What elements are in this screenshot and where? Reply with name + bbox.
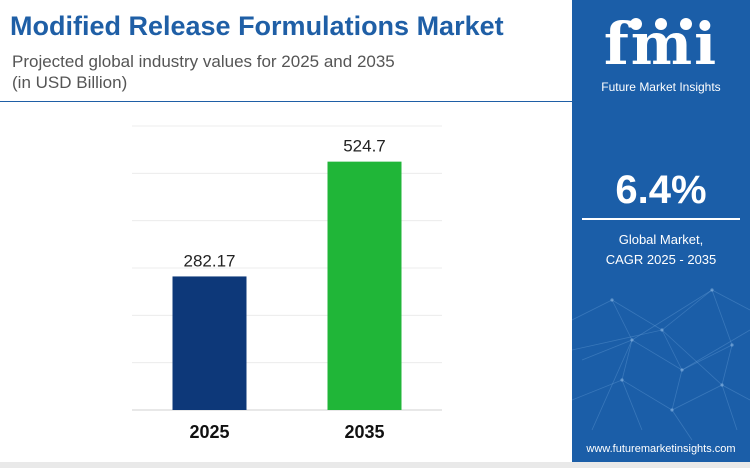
bottom-strip bbox=[0, 462, 750, 468]
cagr-value: 6.4% bbox=[615, 168, 707, 212]
logo-icons bbox=[630, 18, 692, 30]
x-tick-label-2025: 2025 bbox=[189, 422, 229, 442]
x-tick-label-2035: 2035 bbox=[344, 422, 384, 442]
website-link[interactable]: www.futuremarketinsights.com bbox=[586, 443, 736, 455]
bar-2025 bbox=[172, 276, 247, 410]
data-label-2025: 282.17 bbox=[184, 251, 236, 270]
chart-subtitle: Projected global industry values for 202… bbox=[12, 52, 395, 92]
brand-panel: fmi Future Market Insights 6.4% Global M… bbox=[572, 0, 750, 468]
network-pattern bbox=[572, 288, 750, 441]
cagr-divider bbox=[582, 218, 740, 220]
chart-title: Modified Release Formulations Market bbox=[10, 11, 504, 41]
cagr-label: Global Market, CAGR 2025 - 2035 bbox=[605, 232, 717, 267]
header-divider bbox=[0, 101, 572, 102]
bar-chart: 282.17 2025 524.7 2035 bbox=[132, 125, 442, 442]
bar-2035 bbox=[327, 161, 402, 410]
chart-panel: Modified Release Formulations Market Pro… bbox=[0, 11, 572, 442]
logo-caption: Future Market Insights bbox=[601, 80, 721, 94]
data-label-2035: 524.7 bbox=[343, 137, 386, 156]
